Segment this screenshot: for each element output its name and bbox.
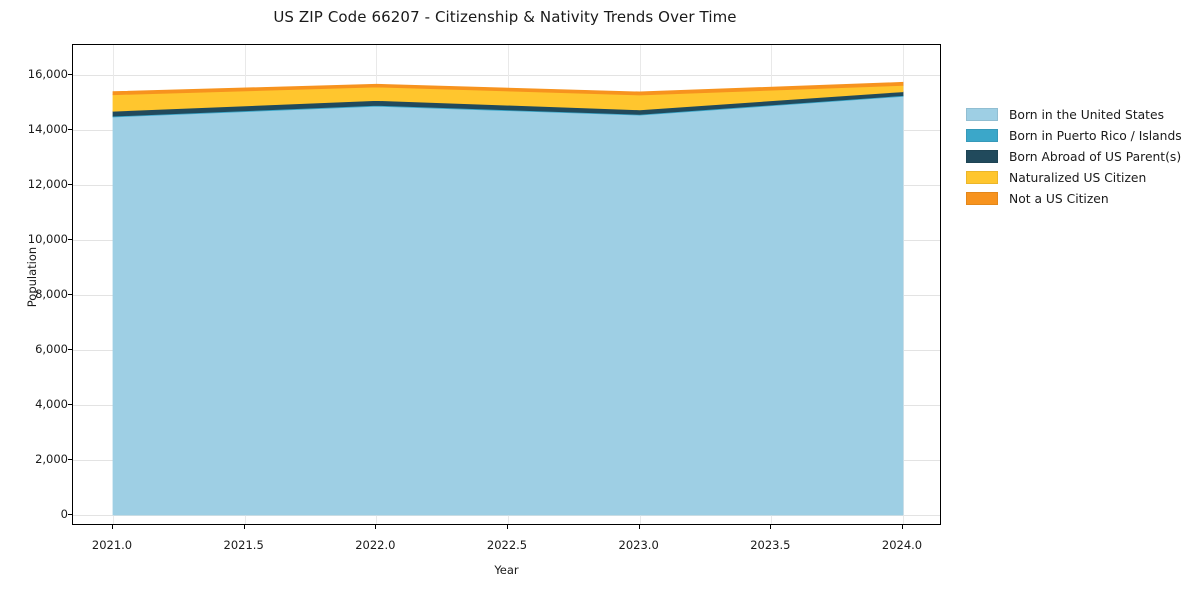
gridline-vertical	[903, 45, 904, 524]
legend-item-label: Naturalized US Citizen	[1009, 170, 1147, 185]
legend-item[interactable]: Not a US Citizen	[966, 188, 1186, 209]
y-tick-mark	[68, 129, 72, 131]
y-tick-label: 4,000	[35, 397, 68, 412]
legend-item[interactable]: Born in Puerto Rico / Islands	[966, 125, 1186, 146]
y-tick-label: 2,000	[35, 452, 68, 467]
x-axis-label: Year	[494, 563, 519, 577]
chart-legend: Born in the United States Born in Puerto …	[966, 104, 1186, 209]
legend-item[interactable]: Born Abroad of US Parent(s)	[966, 146, 1186, 167]
x-tick-mark	[507, 525, 508, 529]
x-tick-mark	[375, 525, 377, 529]
legend-item-label: Born in the United States	[1009, 107, 1164, 122]
x-tick-mark	[770, 525, 772, 529]
legend-item-label: Not a US Citizen	[1009, 191, 1109, 206]
area-series	[112, 95, 904, 516]
y-axis-tickmarks	[68, 0, 73, 590]
y-tick-mark	[68, 184, 72, 186]
x-tick-label: 2021.0	[91, 538, 133, 552]
legend-swatch-icon	[966, 192, 998, 205]
chart-title: US ZIP Code 66207 - Citizenship & Nativi…	[273, 8, 737, 26]
legend-swatch-icon	[966, 150, 998, 163]
y-tick-label: 12,000	[27, 177, 68, 192]
legend-item-label: Born in Puerto Rico / Islands	[1009, 128, 1182, 143]
x-tick-label: 2023.5	[750, 538, 791, 552]
legend-swatch-icon	[966, 129, 998, 142]
legend-item[interactable]: Naturalized US Citizen	[966, 167, 1186, 188]
plot-area	[72, 44, 941, 525]
x-tick-label: 2023.0	[618, 538, 659, 552]
gridline-horizontal	[73, 515, 940, 516]
legend-item[interactable]: Born in the United States	[966, 104, 1186, 125]
legend-item-label: Born Abroad of US Parent(s)	[1009, 149, 1182, 164]
stacked-area-series	[112, 81, 904, 516]
y-tick-label: 16,000	[27, 67, 68, 82]
y-tick-label: 0	[60, 507, 68, 521]
x-tick-mark	[112, 525, 113, 529]
x-tick-label: 2022.5	[486, 538, 528, 552]
x-tick-label: 2021.5	[223, 538, 264, 552]
gridline-horizontal	[73, 75, 940, 77]
x-tick-mark	[638, 525, 640, 529]
y-tick-mark	[68, 514, 72, 515]
y-tick-mark	[68, 294, 72, 296]
y-tick-label: 10,000	[27, 232, 68, 247]
y-tick-mark	[68, 459, 72, 461]
y-tick-mark	[68, 239, 72, 241]
legend-swatch-icon	[966, 108, 998, 121]
y-tick-mark	[68, 74, 72, 76]
x-tick-label: 2024.0	[881, 538, 923, 552]
area-series	[112, 81, 904, 96]
y-tick-label: 14,000	[27, 122, 68, 137]
x-tick-mark	[902, 525, 903, 529]
y-tick-mark	[68, 404, 72, 406]
x-tick-mark	[243, 525, 245, 529]
legend-swatch-icon	[966, 171, 998, 184]
y-tick-mark	[68, 349, 72, 351]
y-tick-label: 8,000	[35, 287, 68, 302]
y-axis-ticklabels: 0 2,000 4,000 6,000 8,000 10,000 12,000 14,000 1…	[8, 0, 68, 590]
y-tick-label: 6,000	[35, 342, 68, 357]
x-tick-label: 2022.0	[355, 538, 396, 552]
